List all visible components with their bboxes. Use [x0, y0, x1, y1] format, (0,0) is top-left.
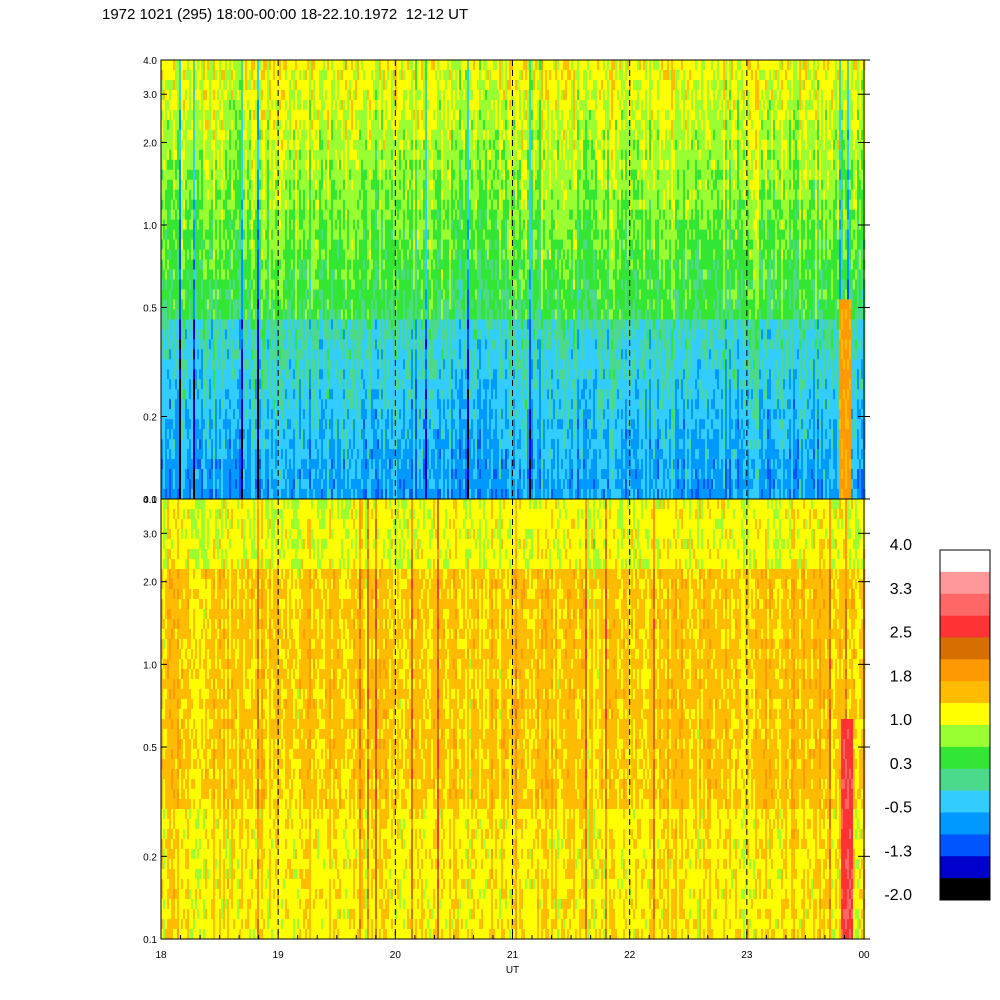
heatmap-panel-top	[161, 60, 865, 500]
